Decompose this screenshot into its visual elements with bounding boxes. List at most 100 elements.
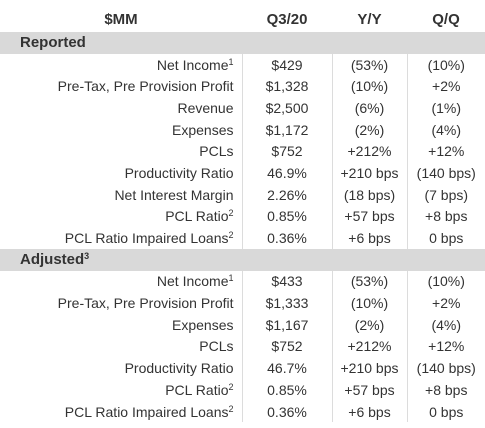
value-cell: (10%): [406, 53, 485, 76]
value-cell: (2%): [331, 313, 407, 336]
data-row: PCLs $752 +212% +12%: [0, 335, 485, 358]
value-cell: +6 bps: [331, 400, 407, 423]
row-label: PCL Ratio: [165, 208, 229, 225]
section-title-cell: Adjusted3: [0, 248, 485, 271]
row-label: Expenses: [172, 316, 234, 333]
row-label: Productivity Ratio: [124, 164, 234, 181]
row-label-cell: Net Interest Margin: [0, 184, 242, 206]
data-row: Productivity Ratio 46.9% +210 bps (140 bps): [0, 162, 485, 184]
row-label-cell: PCL Ratio Impaired Loans2: [0, 401, 242, 423]
results-table: $MM Q3/20 Y/Y Q/Q Reported Net Income1 $429 (53…: [0, 6, 485, 423]
row-label: PCL Ratio: [165, 381, 229, 398]
value-cell: (7 bps): [406, 183, 485, 206]
value-cell: (10%): [331, 292, 407, 314]
data-row: Net Interest Margin 2.26% (18 bps) (7 bps): [0, 183, 485, 206]
data-row: Expenses $1,172 (2%) (4%): [0, 118, 485, 141]
value-cell: +2%: [406, 75, 485, 98]
value-cell: +212%: [331, 335, 407, 358]
row-label-cell: Revenue: [0, 97, 242, 119]
row-label: Net Income: [156, 273, 229, 290]
value-cell: $1,167: [241, 313, 332, 336]
value-cell: 0.85%: [241, 379, 332, 401]
value-cell: (53%): [331, 270, 407, 293]
section-row: Reported: [0, 32, 485, 54]
row-label: Pre-Tax, Pre Provision Profit: [57, 78, 234, 95]
data-row: PCL Ratio2 0.85% +57 bps +8 bps: [0, 379, 485, 401]
value-cell: +57 bps: [331, 379, 407, 401]
value-cell: 0.36%: [241, 400, 332, 423]
row-label: PCLs: [199, 338, 234, 355]
column-header: Q3/20: [266, 10, 308, 28]
data-row: Expenses $1,167 (2%) (4%): [0, 313, 485, 336]
header-title: $MM: [104, 10, 138, 28]
data-row: Pre-Tax, Pre Provision Profit $1,333 (10%)…: [0, 292, 485, 314]
value-cell: (53%): [331, 53, 407, 76]
row-label-cell: Expenses: [0, 119, 242, 141]
value-cell: 0.36%: [241, 227, 332, 249]
footnote-marker: 1: [228, 56, 234, 67]
value-cell: 46.9%: [241, 162, 332, 184]
data-row: Productivity Ratio 46.7% +210 bps (140 bps): [0, 357, 485, 379]
value-cell: $433: [241, 270, 332, 293]
header-row: $MM Q3/20 Y/Y Q/Q: [0, 6, 485, 32]
value-cell: 0.85%: [241, 205, 332, 228]
value-cell: 46.7%: [241, 357, 332, 379]
value-cell: (10%): [406, 270, 485, 293]
value-cell: $1,172: [241, 118, 332, 141]
value-cell: (1%): [406, 97, 485, 119]
row-label-cell: Net Income1: [0, 54, 242, 76]
data-row: PCL Ratio Impaired Loans2 0.36% +6 bps 0 bp…: [0, 227, 485, 249]
row-label: Net Income: [156, 56, 229, 73]
value-cell: +2%: [406, 292, 485, 314]
value-cell: $752: [241, 140, 332, 163]
row-label: Expenses: [172, 121, 234, 138]
section-title: Adjusted: [20, 251, 85, 269]
value-cell: +6 bps: [331, 227, 407, 249]
row-label: PCL Ratio Impaired Loans: [64, 403, 229, 420]
footnote-marker: 2: [228, 403, 234, 414]
value-cell: (140 bps): [406, 357, 485, 379]
data-row: PCL Ratio2 0.85% +57 bps +8 bps: [0, 205, 485, 228]
data-row: PCLs $752 +212% +12%: [0, 140, 485, 163]
value-cell: $752: [241, 335, 332, 358]
value-cell: +210 bps: [331, 357, 407, 379]
row-label-cell: PCL Ratio2: [0, 206, 242, 228]
value-cell: (2%): [331, 118, 407, 141]
data-row: Pre-Tax, Pre Provision Profit $1,328 (10%)…: [0, 75, 485, 98]
data-row: Revenue $2,500 (6%) (1%): [0, 97, 485, 119]
section-title: Reported: [20, 34, 86, 52]
row-label-cell: Net Income1: [0, 271, 242, 293]
row-label-cell: PCLs: [0, 140, 242, 162]
value-cell: 0 bps: [406, 400, 485, 423]
row-label-cell: Productivity Ratio: [0, 357, 242, 379]
value-cell: +12%: [406, 140, 485, 163]
value-cell: 2.26%: [241, 183, 332, 206]
value-cell: (140 bps): [406, 162, 485, 184]
row-label-cell: Pre-Tax, Pre Provision Profit: [0, 75, 242, 97]
value-cell: (10%): [331, 75, 407, 98]
value-cell: $1,333: [241, 292, 332, 314]
data-row: PCL Ratio Impaired Loans2 0.36% +6 bps 0 bp…: [0, 400, 485, 423]
row-label: Net Interest Margin: [114, 186, 234, 203]
value-cell: $1,328: [241, 75, 332, 98]
row-label-cell: PCL Ratio Impaired Loans2: [0, 227, 242, 249]
row-label-cell: Pre-Tax, Pre Provision Profit: [0, 292, 242, 314]
column-header: Q/Q: [432, 10, 460, 28]
data-row: Net Income1 $429 (53%) (10%): [0, 53, 485, 76]
column-header: Y/Y: [357, 10, 382, 28]
value-cell: +8 bps: [406, 379, 485, 401]
section-row: Adjusted3: [0, 248, 485, 271]
row-label: Revenue: [177, 99, 234, 116]
row-label-cell: PCL Ratio2: [0, 379, 242, 401]
footnote-marker: 2: [228, 230, 234, 241]
row-label: PCLs: [199, 143, 234, 160]
value-cell: $429: [241, 53, 332, 76]
row-label-cell: PCLs: [0, 336, 242, 358]
table-body: $MM Q3/20 Y/Y Q/Q Reported Net Income1 $429 (53…: [0, 6, 485, 423]
value-cell: +212%: [331, 140, 407, 163]
value-cell: (4%): [406, 313, 485, 336]
footnote-marker: 1: [228, 273, 234, 284]
data-row: Net Income1 $433 (53%) (10%): [0, 270, 485, 293]
value-cell: +210 bps: [331, 162, 407, 184]
